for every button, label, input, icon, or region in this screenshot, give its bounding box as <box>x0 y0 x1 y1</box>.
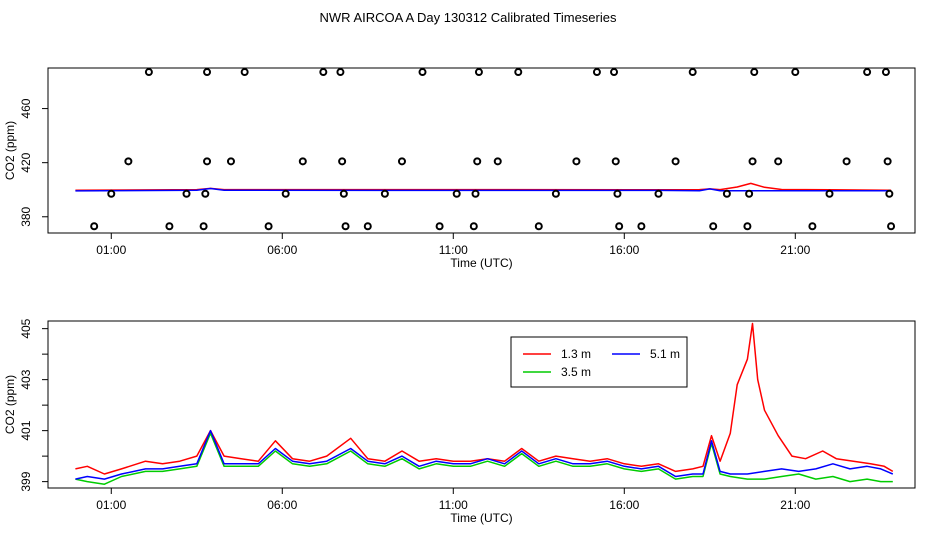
data-point <box>613 189 622 198</box>
data-point <box>808 222 817 231</box>
series-line-3-5-m <box>75 432 893 485</box>
data-point <box>471 189 480 198</box>
plot-frame <box>47 320 916 489</box>
data-point <box>90 222 99 231</box>
y-tick-label: 401 <box>19 420 33 440</box>
data-point <box>452 189 461 198</box>
data-point <box>654 189 663 198</box>
x-tick-label: 01:00 <box>96 498 126 512</box>
data-point <box>339 189 348 198</box>
data-point <box>144 68 153 77</box>
y-tick-label: 420 <box>19 152 33 172</box>
data-point <box>534 222 543 231</box>
data-point <box>107 189 116 198</box>
y-axis-label: CO2 (ppm) <box>3 375 17 434</box>
x-tick-label: 21:00 <box>780 498 810 512</box>
data-point <box>264 222 273 231</box>
x-tick-label: 16:00 <box>609 243 639 257</box>
data-point <box>791 68 800 77</box>
legend-label: 5.1 m <box>650 347 680 361</box>
data-point <box>750 68 759 77</box>
data-point <box>722 189 731 198</box>
data-point <box>637 222 646 231</box>
x-tick-label: 06:00 <box>267 243 297 257</box>
data-point <box>688 68 697 77</box>
x-tick-label: 21:00 <box>780 243 810 257</box>
series-line-1-3-m <box>75 322 894 475</box>
x-tick-label: 01:00 <box>96 243 126 257</box>
data-point <box>572 157 581 166</box>
data-point <box>748 157 757 166</box>
data-point <box>338 157 347 166</box>
data-point <box>240 68 249 77</box>
data-point <box>397 157 406 166</box>
data-point <box>226 157 235 166</box>
data-point <box>281 189 290 198</box>
data-point <box>199 222 208 231</box>
data-point <box>514 68 523 77</box>
data-point <box>203 68 212 77</box>
data-point <box>319 68 328 77</box>
plot-frame <box>47 67 916 234</box>
y-tick-label: 399 <box>19 471 33 491</box>
data-point <box>165 222 174 231</box>
data-point <box>825 189 834 198</box>
x-axis-label: Time (UTC) <box>450 256 512 270</box>
chart-title: NWR AIRCOA A Day 130312 Calibrated Times… <box>320 10 617 25</box>
data-point <box>887 222 896 231</box>
legend-box <box>510 336 688 388</box>
data-point <box>842 157 851 166</box>
data-point <box>435 222 444 231</box>
x-tick-label: 06:00 <box>267 498 297 512</box>
data-point <box>611 157 620 166</box>
data-point <box>418 68 427 77</box>
y-tick-label: 380 <box>19 206 33 226</box>
data-point <box>474 68 483 77</box>
y-tick-label: 405 <box>19 318 33 338</box>
legend: 1.3 m 3.5 m 5.1 m <box>510 336 688 388</box>
data-point <box>863 68 872 77</box>
x-tick-label: 16:00 <box>609 498 639 512</box>
data-point <box>493 157 502 166</box>
x-tick-label: 11:00 <box>439 243 468 257</box>
data-point <box>203 157 212 166</box>
data-point <box>881 68 890 77</box>
data-point <box>473 157 482 166</box>
bottom-panel: 01:00 06:00 11:00 16:00 21:00 399 401 403 405 Tim… <box>3 318 916 525</box>
y-tick-label: 403 <box>19 369 33 389</box>
data-point <box>336 68 345 77</box>
data-point <box>592 68 601 77</box>
data-point <box>124 157 133 166</box>
data-point <box>885 189 894 198</box>
data-point <box>774 157 783 166</box>
data-point <box>551 189 560 198</box>
data-point <box>363 222 372 231</box>
data-point <box>201 189 210 198</box>
data-point <box>380 189 389 198</box>
data-point <box>615 222 624 231</box>
data-point <box>298 157 307 166</box>
data-point <box>671 157 680 166</box>
data-point <box>182 189 191 198</box>
x-axis-label: Time (UTC) <box>450 511 512 525</box>
legend-label: 1.3 m <box>561 347 591 361</box>
series-line-5-1-m <box>75 429 894 480</box>
legend-label: 3.5 m <box>561 365 591 379</box>
data-point <box>341 222 350 231</box>
series-line-1-3-m <box>75 182 892 192</box>
data-point <box>883 157 892 166</box>
data-point <box>743 222 752 231</box>
data-point <box>610 68 619 77</box>
data-point <box>469 222 478 231</box>
data-point <box>709 222 718 231</box>
top-panel: 01:00 06:00 11:00 16:00 21:00 380 420 460 Time (… <box>3 67 916 270</box>
y-axis-label: CO2 (ppm) <box>3 121 17 180</box>
data-point <box>745 189 754 198</box>
y-tick-label: 460 <box>19 98 33 118</box>
x-tick-label: 11:00 <box>439 498 468 512</box>
